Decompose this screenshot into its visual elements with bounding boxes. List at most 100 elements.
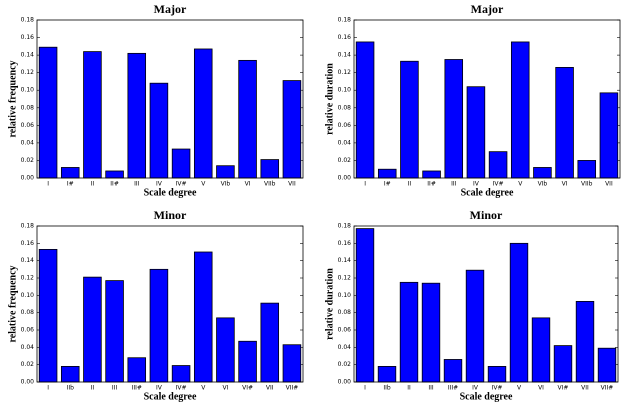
y-tick-label: 0.12	[21, 69, 35, 76]
y-tick-label: 0.18	[21, 223, 35, 230]
bar	[83, 51, 102, 179]
bar	[282, 80, 302, 179]
x-tick-label: III#	[132, 385, 142, 392]
x-tick-label: II	[407, 385, 411, 392]
bar	[38, 46, 58, 179]
x-tick-label: IV#	[176, 385, 187, 392]
y-tick-label: 0.02	[338, 361, 352, 368]
x-tick-label: I#	[67, 181, 74, 188]
y-axis-label: relative duration	[324, 63, 335, 135]
x-tick-label: IV#	[493, 181, 504, 188]
y-tick-label: 0.08	[338, 104, 352, 111]
y-tick-label: 0.06	[338, 122, 352, 129]
y-tick-label: 0.10	[21, 87, 35, 94]
bar	[443, 359, 463, 383]
x-tick-label: V	[517, 385, 522, 392]
y-tick-label: 0.16	[21, 240, 35, 247]
bar	[575, 300, 595, 383]
bar	[105, 280, 124, 383]
x-tick-label: VI	[245, 181, 251, 188]
bar	[60, 365, 80, 383]
x-tick-label: IV#	[492, 385, 503, 392]
y-tick-label: 0.10	[338, 292, 352, 299]
x-axis-label: Scale degree	[460, 391, 513, 402]
chart-title: Major	[471, 2, 504, 16]
y-axis-label: relative frequency	[7, 60, 18, 137]
y-tick-label: 0.02	[338, 157, 352, 164]
x-tick-label: VI#	[242, 385, 253, 392]
y-tick-label: 0.04	[338, 344, 352, 351]
x-tick-label: IV	[472, 385, 479, 392]
x-tick-label: VI#	[558, 385, 569, 392]
y-tick-label: 0.00	[21, 379, 35, 386]
y-tick-label: 0.02	[21, 157, 35, 164]
x-tick-label: VIb	[538, 181, 548, 188]
bar	[466, 86, 486, 179]
x-tick-label: III	[451, 181, 457, 188]
bar	[422, 170, 441, 179]
bar	[487, 365, 507, 383]
bar	[260, 159, 280, 179]
bar	[488, 151, 508, 179]
y-tick-label: 0.14	[21, 257, 35, 264]
bar	[399, 281, 419, 383]
bar	[127, 357, 147, 383]
bar	[238, 59, 257, 179]
bar	[599, 92, 619, 179]
bar	[355, 41, 375, 179]
bar	[531, 317, 551, 383]
y-tick-label: 0.10	[21, 292, 35, 299]
x-tick-label: III#	[448, 385, 458, 392]
x-tick-label: I	[47, 181, 49, 188]
y-tick-label: 0.12	[21, 275, 35, 282]
y-tick-label: 0.04	[21, 344, 35, 351]
y-tick-label: 0.04	[338, 139, 352, 146]
x-tick-label: II	[408, 181, 412, 188]
bar	[282, 344, 302, 383]
bar	[510, 41, 530, 179]
x-tick-label: V	[201, 181, 206, 188]
y-tick-label: 0.14	[21, 52, 35, 59]
x-tick-label: VIIb	[264, 181, 276, 188]
x-tick-label: I	[47, 385, 49, 392]
x-tick-label: IV#	[176, 181, 187, 188]
y-axis-label: relative duration	[324, 268, 335, 340]
y-tick-label: 0.12	[338, 275, 352, 282]
bar	[421, 282, 441, 383]
chart-title: Major	[154, 2, 187, 16]
x-tick-label: V	[518, 181, 523, 188]
y-tick-label: 0.02	[21, 361, 35, 368]
bar	[216, 317, 235, 383]
bar	[105, 170, 124, 179]
x-tick-label: I#	[384, 181, 391, 188]
x-tick-label: IV	[473, 181, 480, 188]
y-axis-label: relative frequency	[7, 265, 18, 342]
x-tick-label: IIb	[383, 385, 391, 392]
y-tick-label: 0.14	[338, 257, 352, 264]
x-tick-label: V	[201, 385, 206, 392]
x-tick-label: IV	[156, 181, 163, 188]
bar	[577, 160, 597, 179]
x-axis-label: Scale degree	[144, 187, 197, 198]
x-tick-label: II#	[110, 181, 119, 188]
x-tick-label: VII	[605, 181, 613, 188]
y-tick-label: 0.08	[21, 309, 35, 316]
bar	[171, 148, 191, 179]
x-axis-label: Scale degree	[461, 187, 514, 198]
bar	[465, 269, 485, 383]
x-tick-label: I	[364, 181, 366, 188]
x-tick-label: II#	[427, 181, 436, 188]
bar	[38, 248, 58, 383]
y-tick-label: 0.04	[21, 139, 35, 146]
y-tick-label: 0.06	[21, 327, 35, 334]
y-tick-label: 0.16	[338, 240, 352, 247]
y-tick-label: 0.08	[338, 309, 352, 316]
y-tick-label: 0.00	[21, 175, 35, 182]
x-tick-label: VII#	[601, 385, 614, 392]
y-tick-label: 0.10	[338, 87, 352, 94]
bar	[509, 242, 529, 383]
plot-frame	[36, 19, 304, 179]
bar	[171, 365, 191, 383]
bar	[260, 302, 280, 383]
